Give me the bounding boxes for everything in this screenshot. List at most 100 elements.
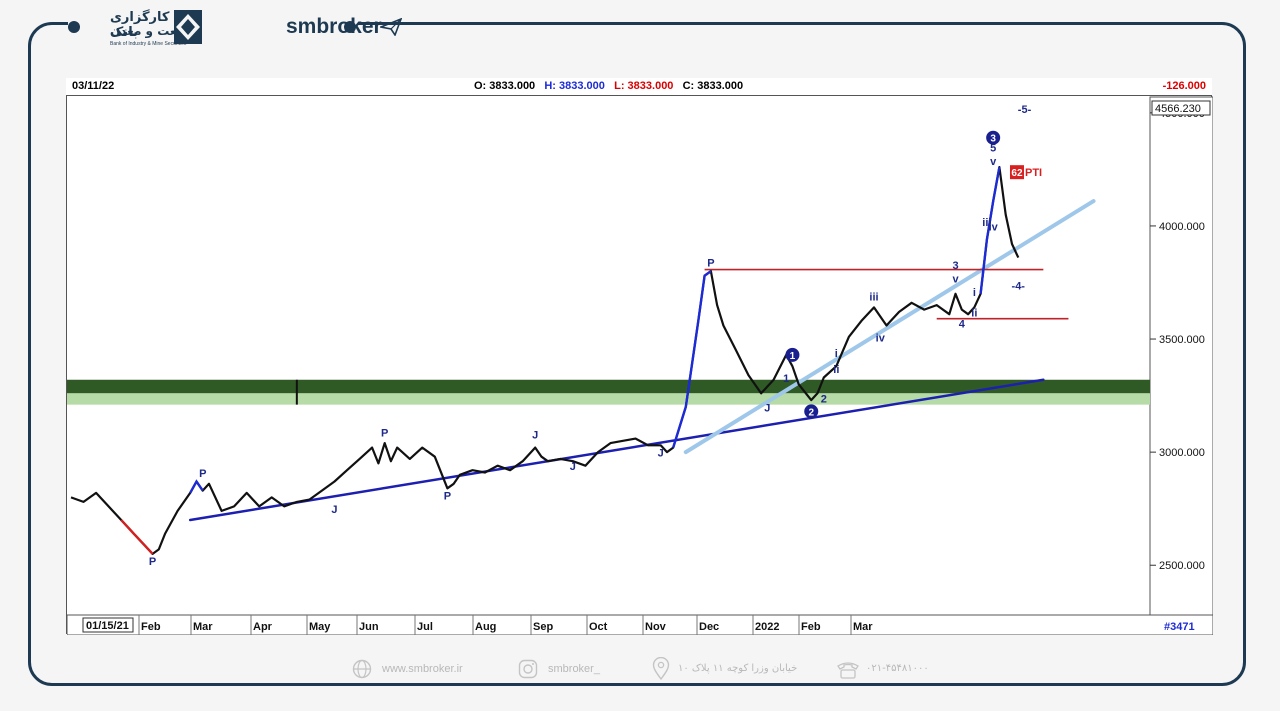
y-tick-label-3500: 3500.000: [1159, 334, 1205, 346]
frame-dot-right: [344, 21, 356, 33]
wave-label-1: P: [199, 468, 206, 480]
bank-name-persian: کارگزاری بانک: [110, 10, 170, 40]
wave-label-9: J: [764, 402, 770, 414]
wave-label-13: ii: [833, 364, 839, 376]
wave-label-0: P: [149, 556, 156, 568]
ohlc-readout: O: 3833.000 H: 3833.000 L: 3833.000 C: 3…: [474, 80, 743, 92]
wave-label-5: J: [532, 430, 538, 442]
x-tick-label-5: Jul: [417, 621, 433, 633]
wave-circle-label-2: 2: [808, 407, 814, 418]
x-tick-label-13: Mar: [853, 621, 873, 633]
x-tick-label-11: 2022: [755, 621, 779, 633]
paper-plane-icon: [380, 18, 402, 36]
chart-header: 03/11/22 O: 3833.000 H: 3833.000 L: 3833…: [66, 78, 1212, 96]
chart-panel: P P J P P J J J P J 1 2 i ii iii iv 3 v 4 i ii iii iv 5 v -5- -4- 1…: [66, 78, 1214, 636]
wave-label-16: 3: [952, 260, 958, 272]
x-tick-label-3: May: [309, 621, 331, 633]
wave-label-17: v: [952, 273, 959, 285]
wave-label-2: J: [331, 504, 337, 516]
office-address: خیابان وزرا کوچه ۱۱ پلاک ۱۰: [678, 663, 798, 674]
wave-label-11: 2: [821, 393, 827, 405]
wave-circle-label-1: 1: [790, 351, 796, 362]
wave-label-8: P: [707, 258, 714, 270]
x-tick-label-8: Oct: [589, 621, 608, 633]
low-label: L:: [614, 80, 625, 92]
impulse-segment-blue-1: [672, 270, 712, 448]
x-tick-label-2: Apr: [253, 621, 273, 633]
footer-contacts: www.smbroker.ir smbroker_ خیابان وزرا کو…: [340, 655, 960, 683]
y-tick-label-4000: 4000.000: [1159, 221, 1205, 233]
wave-label-4: P: [444, 491, 451, 503]
high-value: 3833.000: [559, 80, 605, 92]
close-value: 3833.000: [697, 80, 744, 92]
instagram-handle[interactable]: smbroker_: [548, 663, 600, 675]
y-tick-label-2500: 2500.000: [1159, 560, 1205, 572]
phone-icon: [837, 662, 859, 679]
price-chart: PPJPPJJJPJ12iiiiiiiv3v4iiiiiiiv5v-5--4-1…: [66, 96, 1214, 636]
upper-trend-line: [683, 199, 1096, 455]
y-axis-panel: [1149, 96, 1214, 616]
x-tick-label-7: Sep: [533, 621, 553, 633]
wave-label-15: iv: [876, 332, 886, 344]
impulse-segment-blue-2: [979, 166, 1001, 294]
x-tick-label-9: Nov: [645, 621, 667, 633]
instagram-icon: [518, 659, 538, 679]
x-tick-label-1: Mar: [193, 621, 213, 633]
pti-badge: [1009, 165, 1024, 180]
wave-label-14: iii: [869, 292, 878, 304]
top-value-label: 4566.230: [1155, 103, 1201, 115]
wave-circle-2: [804, 404, 819, 419]
wave-label-24: v: [990, 156, 997, 168]
x-tick-label-4: Jun: [359, 621, 379, 633]
wave-label-18: 4: [959, 319, 966, 331]
high-label: H:: [544, 80, 556, 92]
low-value: 3833.000: [627, 80, 674, 92]
open-label: O:: [474, 80, 487, 92]
open-value: 3833.000: [489, 80, 536, 92]
lower-trend-line: [188, 378, 1045, 522]
wave-label-19: i: [973, 287, 976, 299]
frame-dot-left: [68, 21, 80, 33]
support-zone-dark: [67, 379, 1150, 394]
website-link[interactable]: www.smbroker.ir: [382, 663, 463, 675]
wave-circle-label-3: 3: [990, 134, 996, 145]
pti-number: 62: [1011, 168, 1023, 179]
decline-segment-red: [120, 519, 154, 555]
price-line: [70, 166, 1020, 555]
bar-count-label: #3471: [1164, 621, 1195, 633]
impulse-segment-blue-3: [189, 479, 204, 494]
wave-label-21: iii: [982, 217, 991, 229]
site-name: smbroker: [286, 15, 382, 38]
wave-label-22: iv: [989, 221, 999, 233]
pti-text: PTI: [1025, 167, 1042, 179]
wave-label-12: i: [835, 348, 838, 360]
wave-label-20: ii: [971, 307, 977, 319]
phone-number[interactable]: ۰۲۱-۴۵۴۸۱۰۰۰: [866, 663, 929, 674]
wave-label-3: P: [381, 427, 388, 439]
x-first-label: 01/15/21: [86, 620, 129, 632]
close-label: C:: [682, 80, 695, 92]
change-value: -126.000: [1162, 80, 1206, 92]
wave-label-7: J: [658, 448, 664, 460]
brand-header: کارگزاری بانک صنعت و معدن Bank of Indust…: [68, 4, 402, 48]
x-tick-label-0: Feb: [141, 621, 161, 633]
location-pin-icon: [652, 657, 670, 681]
wave-circle-1: [785, 347, 800, 362]
wave-label-25: -5-: [1018, 104, 1032, 116]
wave-label-26: -4-: [1012, 280, 1026, 292]
header-date: 03/11/22: [72, 80, 115, 92]
bank-name-persian-line2: صنعت و معدن: [110, 24, 194, 38]
wave-label-10: 1: [783, 373, 789, 385]
x-first-label-box: [82, 617, 134, 633]
x-tick-label-6: Aug: [475, 621, 496, 633]
bank-logo: کارگزاری بانک صنعت و معدن Bank of Indust…: [88, 6, 198, 48]
globe-icon: [352, 659, 372, 679]
bank-emblem-icon: [174, 10, 202, 44]
wave-circle-3: [986, 130, 1001, 145]
top-value-box: [1151, 100, 1211, 116]
wave-label-6: J: [570, 461, 576, 473]
support-zone-light: [67, 393, 1150, 405]
x-tick-label-10: Dec: [699, 621, 719, 633]
bank-name-english: Bank of Industry & Mine Securities: [110, 41, 187, 47]
x-axis-panel: [66, 614, 1214, 636]
